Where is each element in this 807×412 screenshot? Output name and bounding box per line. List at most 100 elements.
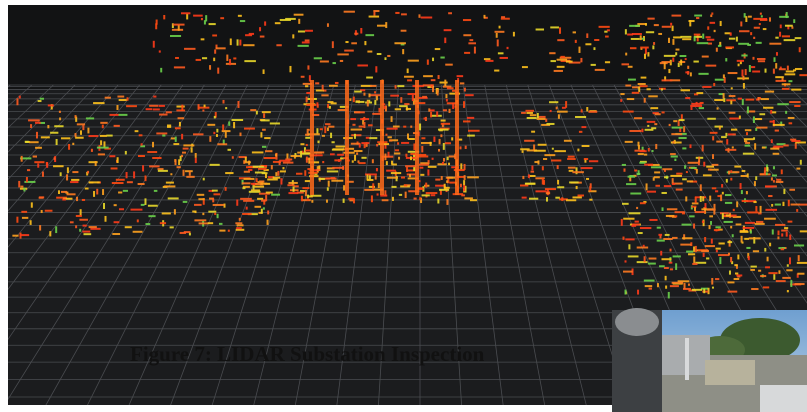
lidar-point: [757, 58, 766, 60]
lidar-point: [103, 203, 105, 209]
lidar-point: [468, 42, 476, 44]
lidar-point: [753, 116, 755, 123]
lidar-point: [391, 172, 401, 174]
lidar-point: [35, 122, 41, 124]
lidar-point: [428, 160, 430, 163]
lidar-point: [710, 132, 718, 134]
lidar-point: [376, 168, 378, 171]
lidar-point: [625, 141, 633, 143]
lidar-point: [306, 97, 308, 103]
lidar-point: [50, 132, 58, 134]
lidar-point: [690, 167, 696, 169]
lidar-point: [233, 57, 236, 59]
lidar-point: [687, 180, 693, 182]
lidar-point: [549, 101, 558, 103]
lidar-point: [202, 213, 204, 215]
lidar-point: [591, 64, 596, 66]
lidar-point: [692, 289, 702, 291]
lidar-point: [262, 111, 271, 113]
lidar-point: [674, 159, 676, 161]
lidar-point: [725, 46, 734, 48]
lidar-point: [690, 107, 692, 110]
lidar-point: [731, 129, 737, 131]
lidar-point: [737, 255, 739, 260]
lidar-point: [530, 114, 537, 116]
lidar-point: [734, 264, 737, 266]
lidar-point: [328, 181, 330, 187]
lidar-point: [621, 219, 623, 226]
lidar-point: [343, 185, 345, 190]
lidar-point: [681, 89, 690, 91]
lidar-point: [465, 94, 474, 96]
lidar-point: [773, 69, 775, 74]
lidar-point: [125, 226, 132, 228]
lidar-point: [748, 256, 750, 260]
lidar-point: [316, 154, 323, 156]
lidar-point: [599, 26, 610, 28]
lidar-point: [181, 155, 183, 157]
lidar-point: [404, 184, 407, 186]
lidar-point: [638, 232, 643, 234]
lidar-point: [183, 170, 185, 176]
lidar-point: [237, 101, 239, 108]
lidar-point: [647, 88, 651, 90]
lidar-point: [217, 143, 227, 145]
lidar-point: [435, 179, 440, 181]
lidar-point: [702, 196, 704, 201]
lidar-point: [193, 133, 203, 135]
lidar-point: [652, 150, 654, 152]
lidar-point: [566, 199, 576, 201]
lidar-point: [672, 127, 683, 129]
lidar-point: [671, 133, 682, 135]
lidar-point: [771, 204, 773, 207]
lidar-point: [225, 187, 227, 191]
lidar-point: [781, 233, 783, 236]
lidar-point: [421, 137, 425, 139]
lidar-point: [265, 150, 272, 152]
lidar-point: [289, 66, 291, 72]
lidar-point: [181, 134, 183, 140]
lidar-point: [721, 184, 723, 187]
lidar-point: [645, 23, 647, 26]
lidar-point: [641, 129, 643, 133]
lidar-point: [663, 238, 672, 240]
lidar-point: [430, 142, 432, 146]
lidar-point: [790, 139, 796, 141]
lidar-point: [741, 190, 743, 194]
lidar-point: [297, 152, 300, 154]
lidar-point: [176, 109, 185, 111]
lidar-point: [584, 158, 588, 160]
lidar-point: [525, 183, 535, 185]
lidar-point: [745, 222, 755, 224]
lidar-point: [375, 176, 377, 180]
lidar-point: [163, 15, 165, 19]
lidar-point: [653, 42, 655, 45]
lidar-point: [226, 55, 228, 61]
lidar-point: [799, 74, 807, 76]
lidar-point: [305, 180, 310, 182]
lidar-point: [679, 119, 685, 121]
lidar-point: [327, 23, 329, 27]
lidar-point: [628, 66, 633, 68]
lidar-point: [693, 224, 695, 229]
lidar-point: [377, 193, 379, 195]
lidar-point: [244, 171, 250, 173]
lidar-point: [728, 171, 730, 175]
lidar-point: [249, 191, 261, 193]
lidar-point: [186, 176, 194, 178]
lidar-point: [763, 107, 773, 109]
lidar-point: [760, 13, 762, 15]
lidar-point: [364, 144, 366, 148]
lidar-point: [658, 33, 662, 35]
lidar-point: [761, 15, 763, 17]
lidar-point: [87, 171, 89, 174]
lidar-point: [670, 249, 672, 252]
lidar-point: [265, 173, 267, 178]
lidar-point: [696, 92, 703, 94]
lidar-point: [637, 261, 648, 263]
lidar-point: [135, 130, 139, 132]
lidar-point: [171, 137, 175, 139]
lidar-point: [286, 153, 288, 158]
lidar-point: [668, 292, 670, 299]
lidar-point: [786, 232, 788, 237]
